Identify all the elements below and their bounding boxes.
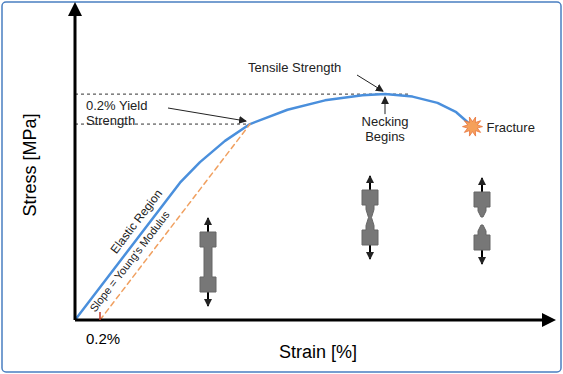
specimen-icon-fractured-bottom: [474, 225, 490, 250]
x-axis-label: Strain [%]: [279, 342, 357, 362]
x-axis: [75, 319, 552, 322]
tensile-strength-label-line: Tensile Strength: [248, 60, 341, 75]
stress-strain-curve: [75, 94, 473, 320]
fracture-label: Fracture: [487, 120, 535, 135]
x-tick-label: 0.2%: [86, 330, 120, 347]
tensile-arrow: [357, 75, 383, 91]
fracture-burst: [463, 117, 483, 136]
load-arrow: [369, 176, 371, 190]
yield-arrow: [168, 108, 246, 121]
specimen-icon-fractured-top: [474, 192, 490, 217]
load-arrow: [369, 245, 371, 259]
necking-label-line: Begins: [365, 129, 405, 144]
necking-arrow: [385, 97, 386, 114]
annotations: [168, 75, 483, 136]
necking-label: NeckingBegins: [362, 114, 409, 144]
series-group: [75, 94, 473, 320]
fracture-label-line: Fracture: [487, 120, 535, 135]
load-arrow: [207, 218, 209, 232]
y-axis-label: Stress [MPa]: [20, 113, 40, 216]
specimen-icon: [200, 232, 216, 292]
specimens: [200, 176, 490, 306]
specimen-icon-necked: [362, 190, 378, 245]
frame: [2, 2, 561, 372]
load-arrow: [481, 178, 483, 192]
y-axis: [74, 6, 77, 320]
yield-strength-label-line: Strength: [86, 113, 135, 128]
load-arrow: [207, 292, 209, 306]
load-arrow: [481, 250, 483, 264]
tensile-strength-label: Tensile Strength: [248, 60, 341, 75]
tensile-reference-line: [75, 94, 410, 95]
necking-label-line: Necking: [362, 114, 409, 129]
slope-label: Slope = Young's Modulus: [87, 208, 172, 314]
yield-strength-label-line: 0.2% Yield: [86, 98, 147, 113]
chart: 0.2%Strain [%]Stress [MPa]Elastic Region…: [0, 0, 563, 374]
x-tick: [99, 312, 101, 320]
offset-line: [100, 124, 250, 320]
yield-strength-label: 0.2% YieldStrength: [86, 98, 147, 128]
